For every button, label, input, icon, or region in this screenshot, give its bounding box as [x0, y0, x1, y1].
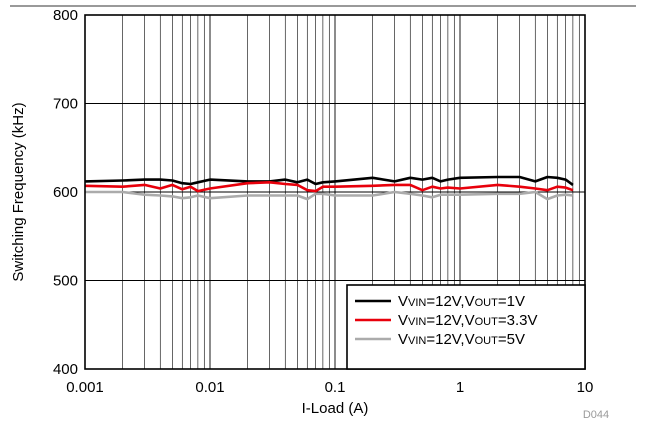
legend-label: VVIN=12V,VOUT=1V: [398, 293, 525, 310]
y-tick-label: 600: [53, 184, 78, 201]
figure-id: D044: [583, 409, 609, 421]
series-line-2: [84, 181, 574, 193]
legend-label: VVIN=12V,VOUT=3.3V: [398, 312, 537, 329]
x-tick-label: 10: [577, 379, 594, 396]
x-tick-label: 0.01: [195, 379, 224, 396]
legend: VVIN=12V,VOUT=1V VVIN=12V,VOUT=3.3V VVIN=1…: [346, 284, 586, 370]
x-axis-title: I-Load (A): [302, 400, 369, 417]
plot-frame: [84, 14, 586, 370]
series-line-1: [84, 175, 574, 186]
y-tick-label: 500: [53, 273, 78, 290]
y-axis-title: Switching Frequency (kHz): [10, 102, 27, 281]
y-tick-label: 800: [53, 7, 78, 24]
tick-labels: 0.001 0.01 0.1 1 10 400 500 600 700 800: [53, 7, 593, 396]
series-line-3: [85, 190, 574, 201]
y-tick-label: 700: [53, 96, 78, 113]
y-tick-label: 400: [53, 361, 78, 378]
legend-label: VVIN=12V,VOUT=5V: [398, 331, 525, 348]
x-tick-label: 0.001: [66, 379, 104, 396]
series-group: [84, 175, 574, 201]
x-tick-label: 1: [456, 379, 464, 396]
x-tick-label: 0.1: [325, 379, 346, 396]
legend-box: [346, 284, 586, 370]
